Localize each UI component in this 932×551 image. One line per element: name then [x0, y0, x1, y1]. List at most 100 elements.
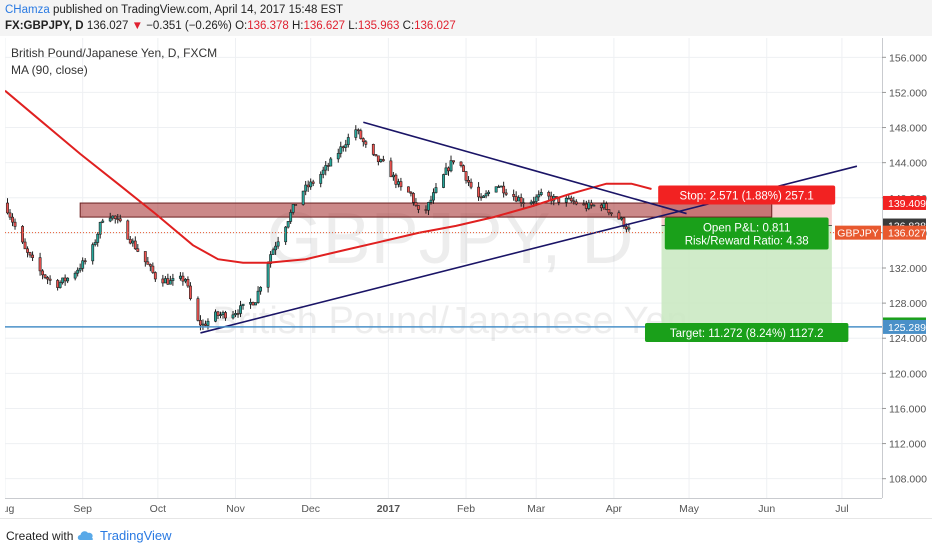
- candle: [326, 165, 330, 167]
- candle: [567, 197, 571, 200]
- y-tick-label: 108.000: [889, 474, 927, 486]
- candle: [181, 275, 185, 282]
- candle: [161, 278, 165, 284]
- chart-area[interactable]: GBPJPY, D British Pound/Japanese Yen Sto…: [5, 38, 927, 516]
- candle: [394, 174, 398, 185]
- svg-text:139.409: 139.409: [888, 198, 926, 210]
- candle: [201, 323, 205, 326]
- candle: [359, 130, 363, 139]
- candle: [319, 174, 323, 184]
- candle: [219, 314, 222, 316]
- candle: [98, 221, 102, 235]
- candle: [624, 226, 628, 230]
- symbol-line: FX:GBPJPY, D 136.027 ▼ −0.351 (−0.26%) O…: [5, 20, 456, 32]
- candle: [76, 269, 80, 274]
- candle: [118, 218, 122, 222]
- author-link[interactable]: CHamza: [5, 4, 50, 16]
- x-tick-label: Nov: [226, 503, 245, 515]
- candle: [133, 240, 137, 250]
- x-tick-label: Mar: [527, 503, 546, 515]
- x-tick-label: Oct: [150, 503, 166, 515]
- candle: [234, 313, 237, 316]
- candle: [254, 302, 257, 306]
- candle: [432, 192, 435, 201]
- candle: [609, 212, 613, 215]
- target-label: Target: 11.272 (8.24%) 1127.2: [644, 322, 849, 342]
- candle: [96, 233, 100, 243]
- candle: [582, 203, 586, 206]
- tradingview-brand-link[interactable]: TradingView: [100, 528, 172, 543]
- candle: [499, 185, 503, 188]
- candle: [354, 129, 358, 138]
- candle: [168, 280, 172, 285]
- candle: [622, 217, 626, 227]
- x-tick-label: Apr: [606, 503, 623, 515]
- candle: [23, 241, 27, 250]
- candle: [73, 272, 77, 279]
- candle: [251, 302, 255, 306]
- candle: [459, 161, 463, 166]
- candle: [424, 209, 428, 211]
- candle: [81, 260, 85, 269]
- x-tick-label: Dec: [301, 503, 320, 515]
- watermark-name: British Pound/Japanese Yen: [212, 300, 687, 342]
- candle: [13, 221, 17, 227]
- candle: [41, 270, 45, 276]
- candle: [221, 312, 225, 315]
- candle: [529, 201, 533, 204]
- tradingview-cloud-icon: [77, 531, 94, 540]
- candle: [482, 195, 486, 198]
- candle: [131, 240, 135, 244]
- candle: [391, 174, 395, 178]
- candle: [83, 260, 87, 263]
- candle: [78, 268, 82, 271]
- candle: [148, 264, 152, 267]
- high-label: H:: [291, 20, 304, 32]
- y-tick-label: 148.000: [889, 123, 927, 135]
- candle: [412, 193, 415, 203]
- price-tag: 136.027: [883, 225, 926, 240]
- candle: [444, 167, 448, 175]
- candle: [101, 220, 105, 223]
- candle: [464, 171, 468, 181]
- candle: [589, 202, 593, 206]
- legend-indicator: MA (90, close): [11, 63, 88, 77]
- candle: [574, 201, 578, 205]
- candle: [534, 196, 538, 202]
- y-tick-label: 132.000: [889, 263, 927, 275]
- candle: [304, 184, 308, 192]
- chart-canvas[interactable]: GBPJPY, D British Pound/Japanese Yen Sto…: [5, 38, 927, 516]
- candle: [592, 204, 596, 207]
- candle: [61, 277, 65, 283]
- candle: [564, 197, 568, 203]
- candle: [274, 245, 278, 251]
- candle: [434, 187, 438, 193]
- candle: [514, 196, 518, 202]
- candle: [539, 191, 543, 195]
- candle: [126, 220, 130, 240]
- created-with-text: Created with: [6, 529, 74, 543]
- candle: [537, 194, 541, 198]
- candle: [256, 290, 260, 303]
- candle: [271, 249, 275, 255]
- x-tick-label: Sep: [73, 503, 92, 515]
- candle: [364, 141, 368, 145]
- candle: [196, 298, 200, 321]
- candle: [259, 286, 263, 292]
- y-tick-label: 120.000: [889, 368, 927, 380]
- candle: [379, 159, 383, 163]
- y-tick-label: 152.000: [889, 87, 927, 99]
- candle: [344, 144, 348, 148]
- candle: [512, 194, 516, 197]
- candle: [56, 280, 60, 288]
- symbol-name[interactable]: FX:GBPJPY, D: [5, 20, 84, 32]
- candle: [409, 191, 413, 194]
- candle: [206, 320, 210, 326]
- candle: [91, 244, 95, 262]
- open-value: 136.378: [247, 20, 289, 32]
- candle: [494, 186, 498, 193]
- candle: [484, 193, 488, 197]
- candle: [602, 203, 606, 209]
- candle: [321, 169, 325, 175]
- candle: [504, 192, 508, 195]
